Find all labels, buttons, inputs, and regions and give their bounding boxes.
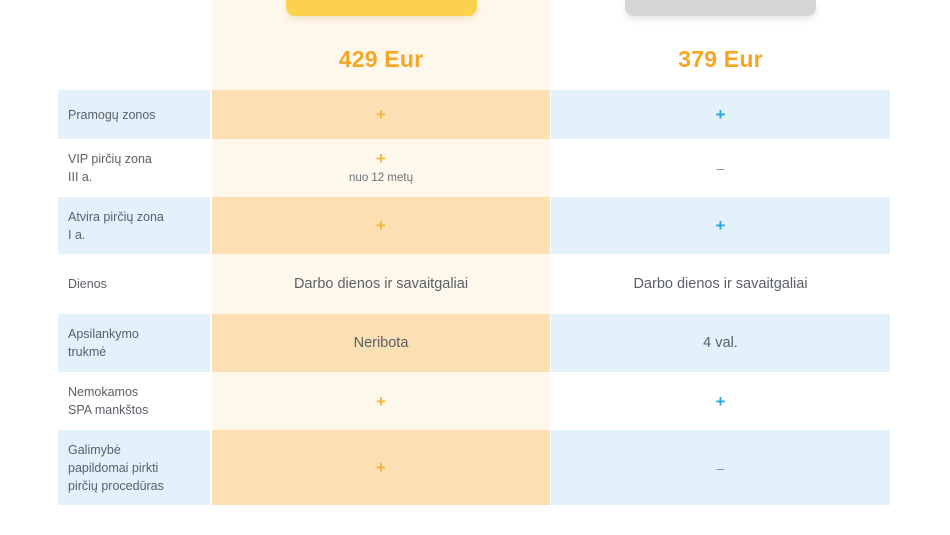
value-text: Darbo dienos ir savaitgaliai [293, 275, 469, 292]
feature-label-cell: Atvira pirčių zona I a. [58, 197, 210, 254]
included-plus-icon: + [376, 149, 386, 168]
feature-label-line1: Dienos [68, 277, 107, 291]
feature-label-line2: SPA mankštos [68, 403, 149, 417]
value-cell-plan-429: + nuo 12 metų [212, 139, 550, 197]
value-note: nuo 12 metų [349, 172, 413, 184]
feature-label-line1: Apsilankymo [68, 327, 139, 341]
value-text: Neribota [353, 334, 409, 351]
feature-label-line2: I a. [68, 227, 86, 242]
value-cell-plan-429: + [212, 197, 550, 254]
feature-label-line1: Pramogų zonos [68, 107, 156, 122]
table-row: Dienos Darbo dienos ir savaitgaliai Darbo … [0, 254, 950, 314]
included-plus-icon: + [376, 391, 386, 411]
feature-label-cell: VIP pirčių zona III a. [58, 139, 210, 197]
feature-label-line2: papildomai pirkti [68, 460, 159, 475]
price-heading-plan-379: 379 Eur [678, 46, 763, 72]
feature-label-line3: pirčių procedūras [68, 478, 164, 493]
cta-button-plan-429[interactable] [286, 0, 477, 16]
value-cell-plan-379: – [551, 430, 890, 505]
table-row: VIP pirčių zona III a. + nuo 12 metų – [0, 139, 950, 197]
feature-label-cell: Dienos [58, 254, 210, 314]
value-cell-plan-429: Neribota [212, 314, 550, 372]
feature-label-line2: III a. [68, 170, 93, 184]
included-plus-icon: + [715, 391, 726, 411]
feature-label-line2: trukmė [68, 345, 107, 359]
feature-label-line1: Galimybė [68, 442, 121, 457]
table-row: Apsilankymo trukmė Neribota 4 val. [0, 314, 950, 372]
feature-label-cell: Nemokamos SPA mankštos [58, 372, 210, 430]
included-plus-icon: + [376, 105, 386, 124]
excluded-dash-icon: – [716, 459, 725, 476]
excluded-dash-icon: – [716, 160, 725, 176]
feature-label-cell: Galimybė papildomai pirkti pirčių procedūr… [58, 430, 210, 505]
included-plus-icon: + [715, 216, 726, 235]
value-cell-plan-379: + [551, 197, 890, 254]
included-plus-icon: + [376, 216, 386, 235]
value-cell-plan-379: + [551, 90, 890, 139]
value-cell-plan-379: – [551, 139, 890, 197]
value-cell-plan-429: Darbo dienos ir savaitgaliai [212, 254, 550, 314]
cta-button-plan-379[interactable] [625, 0, 816, 16]
feature-label-line1: Atvira pirčių zona [68, 209, 164, 224]
included-plus-icon: + [715, 105, 726, 124]
feature-label-cell: Apsilankymo trukmė [58, 314, 210, 372]
price-heading-plan-429: 429 Eur [338, 46, 424, 72]
table-row: Galimybė papildomai pirkti pirčių procedūr… [0, 430, 950, 505]
feature-label-line1: VIP pirčių zona [68, 152, 152, 166]
value-cell-plan-379: + [551, 372, 890, 430]
value-cell-plan-429: + [212, 430, 550, 505]
table-row: Pramogų zonos + + [0, 90, 950, 139]
value-cell-plan-429: + [212, 372, 550, 430]
value-cell-plan-379: 4 val. [551, 314, 890, 372]
table-row: Atvira pirčių zona I a. + + [0, 197, 950, 254]
table-row: Nemokamos SPA mankštos + + [0, 372, 950, 430]
value-text: 4 val. [703, 334, 738, 351]
feature-rows: Pramogų zonos + + VIP pirčių zona III a. + nuo… [0, 90, 950, 505]
feature-label-line1: Nemokamos [68, 385, 139, 399]
value-cell-plan-379: Darbo dienos ir savaitgaliai [551, 254, 890, 314]
value-text: Darbo dienos ir savaitgaliai [633, 275, 808, 292]
feature-label-cell: Pramogų zonos [58, 90, 210, 139]
value-cell-plan-429: + [212, 90, 550, 139]
included-plus-icon: + [376, 458, 386, 477]
